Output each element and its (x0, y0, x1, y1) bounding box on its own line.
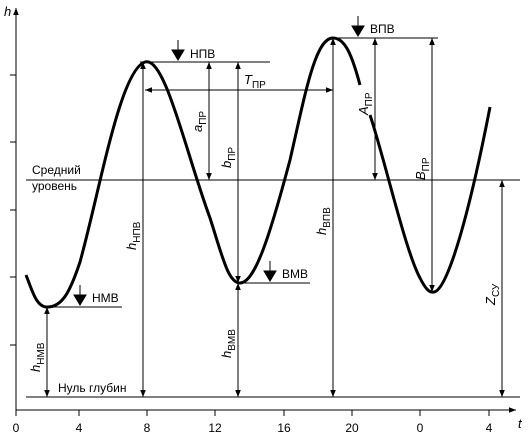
x-axis-label: t (518, 416, 523, 431)
a-pr-big-label: AПР (356, 92, 375, 116)
y-ticks (10, 74, 16, 346)
level-symbols (73, 16, 365, 306)
x-tick-label: 4 (486, 421, 493, 435)
a-pr-label: aПР (190, 111, 209, 132)
zero-depth-label: Нуль глубин (58, 381, 126, 395)
x-tick-label: 8 (144, 421, 151, 435)
vpv-label: ВПВ (370, 22, 395, 36)
x-tick-label: 16 (277, 421, 291, 435)
h-npv-label: hНПВ (124, 221, 143, 250)
dimension-arrows (44, 38, 505, 397)
nmv-label: НМВ (92, 291, 119, 305)
tide-curve (368, 106, 492, 294)
vmv-label: ВМВ (282, 267, 308, 281)
x-tick-label: 20 (345, 421, 359, 435)
x-tick-label: 0 (13, 421, 20, 435)
mean-level-label: уровень (32, 179, 77, 193)
y-axis-label: h (4, 4, 11, 19)
npv-label: НПВ (190, 47, 215, 61)
z-su-label: ZСУ (483, 283, 502, 306)
x-tick-label: 0 (417, 421, 424, 435)
t-pr-label: TПР (244, 72, 266, 91)
tide-curve (24, 36, 362, 309)
h-vpv-label: hВПВ (314, 207, 333, 235)
x-tick-label: 4 (76, 421, 83, 435)
x-ticks: 0 4 8 12 16 20 0 4 (13, 410, 493, 435)
b-pr-big-label: BПР (413, 157, 432, 180)
b-pr-label: bПР (219, 147, 238, 168)
h-vmv-label: hВМВ (219, 329, 238, 358)
mean-level-label: Средний (32, 163, 81, 177)
x-tick-label: 12 (208, 421, 222, 435)
h-nmv-label: hНМВ (28, 342, 47, 372)
